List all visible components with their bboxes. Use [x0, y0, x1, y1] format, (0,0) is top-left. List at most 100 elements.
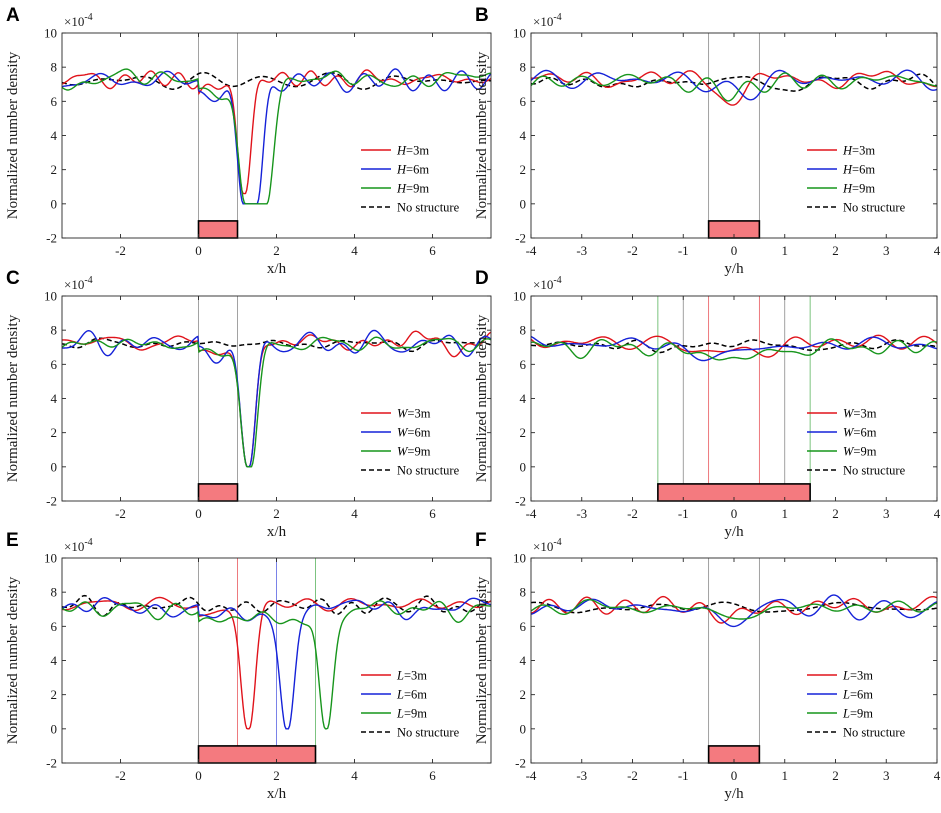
legend-variable: H: [842, 163, 853, 177]
y-tick-label: 8: [520, 585, 527, 600]
y-tick-label: 8: [520, 323, 527, 338]
y-tick-label: 10: [44, 26, 57, 41]
panel-e: E ×10-4 -2 0 2 4 6 8 10 -2 0 2 4 6 x/h Normalized numbe…: [5, 530, 492, 802]
y-tick-label: -2: [46, 231, 57, 246]
legend-entry: W=6m: [843, 426, 877, 440]
legend-entry: H=6m: [396, 163, 429, 177]
x-tick-label: 3: [883, 768, 890, 783]
legend-value: =6m: [406, 163, 429, 177]
series-line-H-3m: [62, 69, 491, 195]
x-tick-label: 0: [195, 243, 202, 258]
legend-value: =6m: [850, 688, 873, 702]
legend-value: =6m: [404, 688, 427, 702]
x-tick-label: 1: [782, 243, 789, 258]
series-line-W-6m: [62, 329, 491, 468]
series-line-no-structure: [62, 71, 491, 90]
y-tick-label: -2: [46, 756, 57, 771]
y-tick-label: 10: [513, 289, 526, 304]
x-tick-label: 6: [429, 243, 436, 258]
exponent-power: -4: [84, 537, 92, 548]
y-tick-label: 4: [51, 391, 58, 406]
panel-f: F ×10-4 -2 0 2 4 6 8 10 -4 -3 -2 -1 0 1 2 3 4 y/h Normalize…: [474, 530, 941, 802]
legend-value: =3m: [852, 144, 875, 158]
legend-entry: H=9m: [842, 182, 875, 196]
y-tick-label: -2: [515, 756, 526, 771]
legend-value: =9m: [404, 707, 427, 721]
legend-entry: No structure: [397, 201, 460, 215]
exponent-power: -4: [553, 275, 561, 286]
legend-entry: L=3m: [842, 669, 873, 683]
legend-value: =9m: [852, 182, 875, 196]
y-tick-label: 8: [520, 60, 527, 75]
y-axis-label: Normalized number density: [5, 314, 21, 482]
panel-letter: D: [475, 268, 489, 289]
y-tick-label: 4: [51, 653, 58, 668]
legend-variable: H: [396, 182, 407, 196]
y-tick-label: 4: [520, 391, 527, 406]
legend-entry: H=3m: [842, 144, 875, 158]
y-tick-label: 8: [51, 323, 58, 338]
legend-value: =3m: [850, 669, 873, 683]
exponent-power: -4: [553, 537, 561, 548]
y-tick-label: 6: [51, 619, 58, 634]
y-tick-label: 4: [520, 653, 527, 668]
x-tick-label: -1: [678, 506, 689, 521]
series-line-L-9m: [531, 598, 937, 620]
legend-value: =9m: [407, 445, 430, 459]
panel-letter: E: [6, 530, 19, 551]
x-tick-label: 4: [934, 506, 941, 521]
x-tick-label: 4: [351, 243, 358, 258]
exponent-power: -4: [84, 12, 92, 23]
y-tick-label: 2: [520, 687, 527, 702]
legend-variable: L: [842, 707, 850, 721]
y-tick-label: 2: [51, 425, 58, 440]
exponent-power: -4: [553, 12, 561, 23]
y-tick-label: 0: [520, 459, 527, 474]
y-tick-label: 0: [51, 459, 58, 474]
exponent-label: ×10-4: [533, 275, 562, 292]
x-tick-label: 1: [782, 768, 789, 783]
legend-entry: L=6m: [842, 688, 873, 702]
structure-block: [197, 483, 239, 502]
legend-variable: L: [396, 669, 404, 683]
x-tick-label: 1: [782, 506, 789, 521]
x-tick-label: 4: [934, 243, 941, 258]
x-tick-label: 4: [351, 506, 358, 521]
y-tick-label: 0: [520, 721, 527, 736]
series-line-W-9m: [531, 338, 937, 361]
x-tick-label: -2: [115, 768, 126, 783]
x-tick-label: 4: [351, 768, 358, 783]
series-group: [531, 69, 937, 106]
x-tick-label: -3: [576, 506, 587, 521]
structure-block: [197, 745, 317, 764]
legend-value: =3m: [853, 407, 876, 421]
x-tick-label: -4: [526, 243, 537, 258]
x-tick-label: 4: [934, 768, 941, 783]
y-axis-label: Normalized number density: [5, 51, 21, 219]
legend-variable: H: [396, 144, 407, 158]
x-tick-label: 0: [731, 506, 738, 521]
series-group: [531, 334, 937, 362]
series-line-no-structure: [531, 601, 937, 614]
x-tick-label: 2: [832, 243, 839, 258]
legend-value: =6m: [852, 163, 875, 177]
structure-block: [197, 220, 239, 239]
x-axis-label: y/h: [724, 786, 744, 802]
y-tick-label: -2: [46, 494, 57, 509]
legend-variable: W: [843, 407, 855, 421]
x-tick-label: 0: [195, 768, 202, 783]
x-tick-label: -2: [115, 243, 126, 258]
x-tick-label: -4: [526, 506, 537, 521]
x-tick-label: 6: [429, 768, 436, 783]
x-axis-label: y/h: [724, 261, 744, 277]
x-tick-label: 2: [832, 506, 839, 521]
panel-b: B ×10-4 -2 0 2 4 6 8 10 -4 -3 -2 -1 0 1 2 3 4 y/h Normalize…: [474, 5, 941, 277]
legend-value: =3m: [406, 144, 429, 158]
legend-entry: No structure: [843, 726, 906, 740]
legend-variable: L: [842, 669, 850, 683]
legend-entry: No structure: [843, 201, 906, 215]
legend-entry: W=6m: [397, 426, 431, 440]
